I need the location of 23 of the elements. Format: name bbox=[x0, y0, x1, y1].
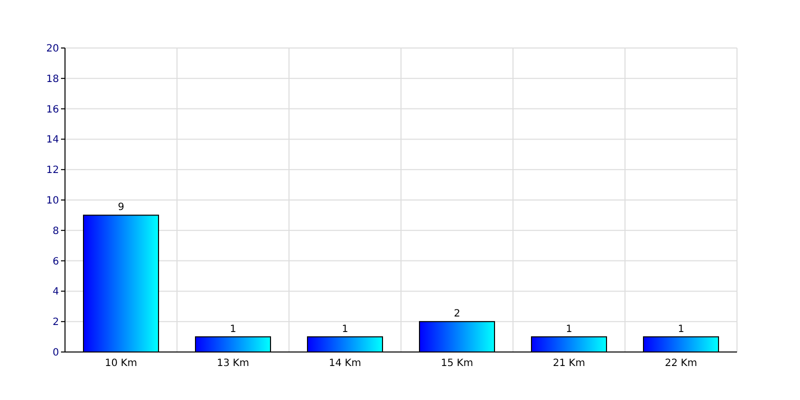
y-tick-label: 4 bbox=[52, 286, 59, 298]
y-tick-label: 18 bbox=[46, 74, 59, 85]
y-tick-label: 8 bbox=[52, 226, 59, 237]
data-label: 1 bbox=[230, 324, 236, 335]
y-tick-label: 10 bbox=[46, 196, 59, 206]
y-tick-label: 20 bbox=[46, 44, 59, 54]
x-tick-label: 15 Km bbox=[440, 358, 474, 369]
y-tick-label: 0 bbox=[52, 348, 59, 358]
x-tick-label: 21 Km bbox=[552, 358, 586, 369]
y-tick-label: 12 bbox=[46, 165, 59, 176]
x-tick-label: 14 Km bbox=[328, 358, 362, 369]
y-tick-label: 6 bbox=[52, 256, 59, 268]
x-tick-label: 22 Km bbox=[664, 358, 698, 369]
y-tick-label: 2 bbox=[52, 317, 59, 328]
y-tick-label: 14 bbox=[46, 134, 59, 146]
data-label: 2 bbox=[454, 308, 460, 320]
data-label: 1 bbox=[566, 324, 572, 335]
x-tick-label: 10 Km bbox=[104, 358, 138, 369]
y-tick-label: 16 bbox=[46, 104, 59, 116]
data-label: 1 bbox=[678, 324, 684, 335]
data-label: 1 bbox=[342, 324, 348, 335]
x-tick-label: 13 Km bbox=[216, 358, 250, 369]
data-label: 9 bbox=[118, 202, 124, 214]
